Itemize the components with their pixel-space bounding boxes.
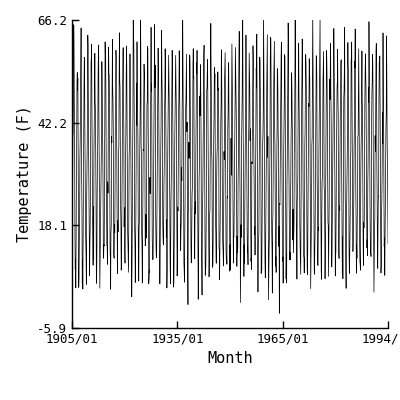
X-axis label: Month: Month bbox=[207, 352, 253, 366]
Y-axis label: Temperature (F): Temperature (F) bbox=[16, 106, 32, 242]
